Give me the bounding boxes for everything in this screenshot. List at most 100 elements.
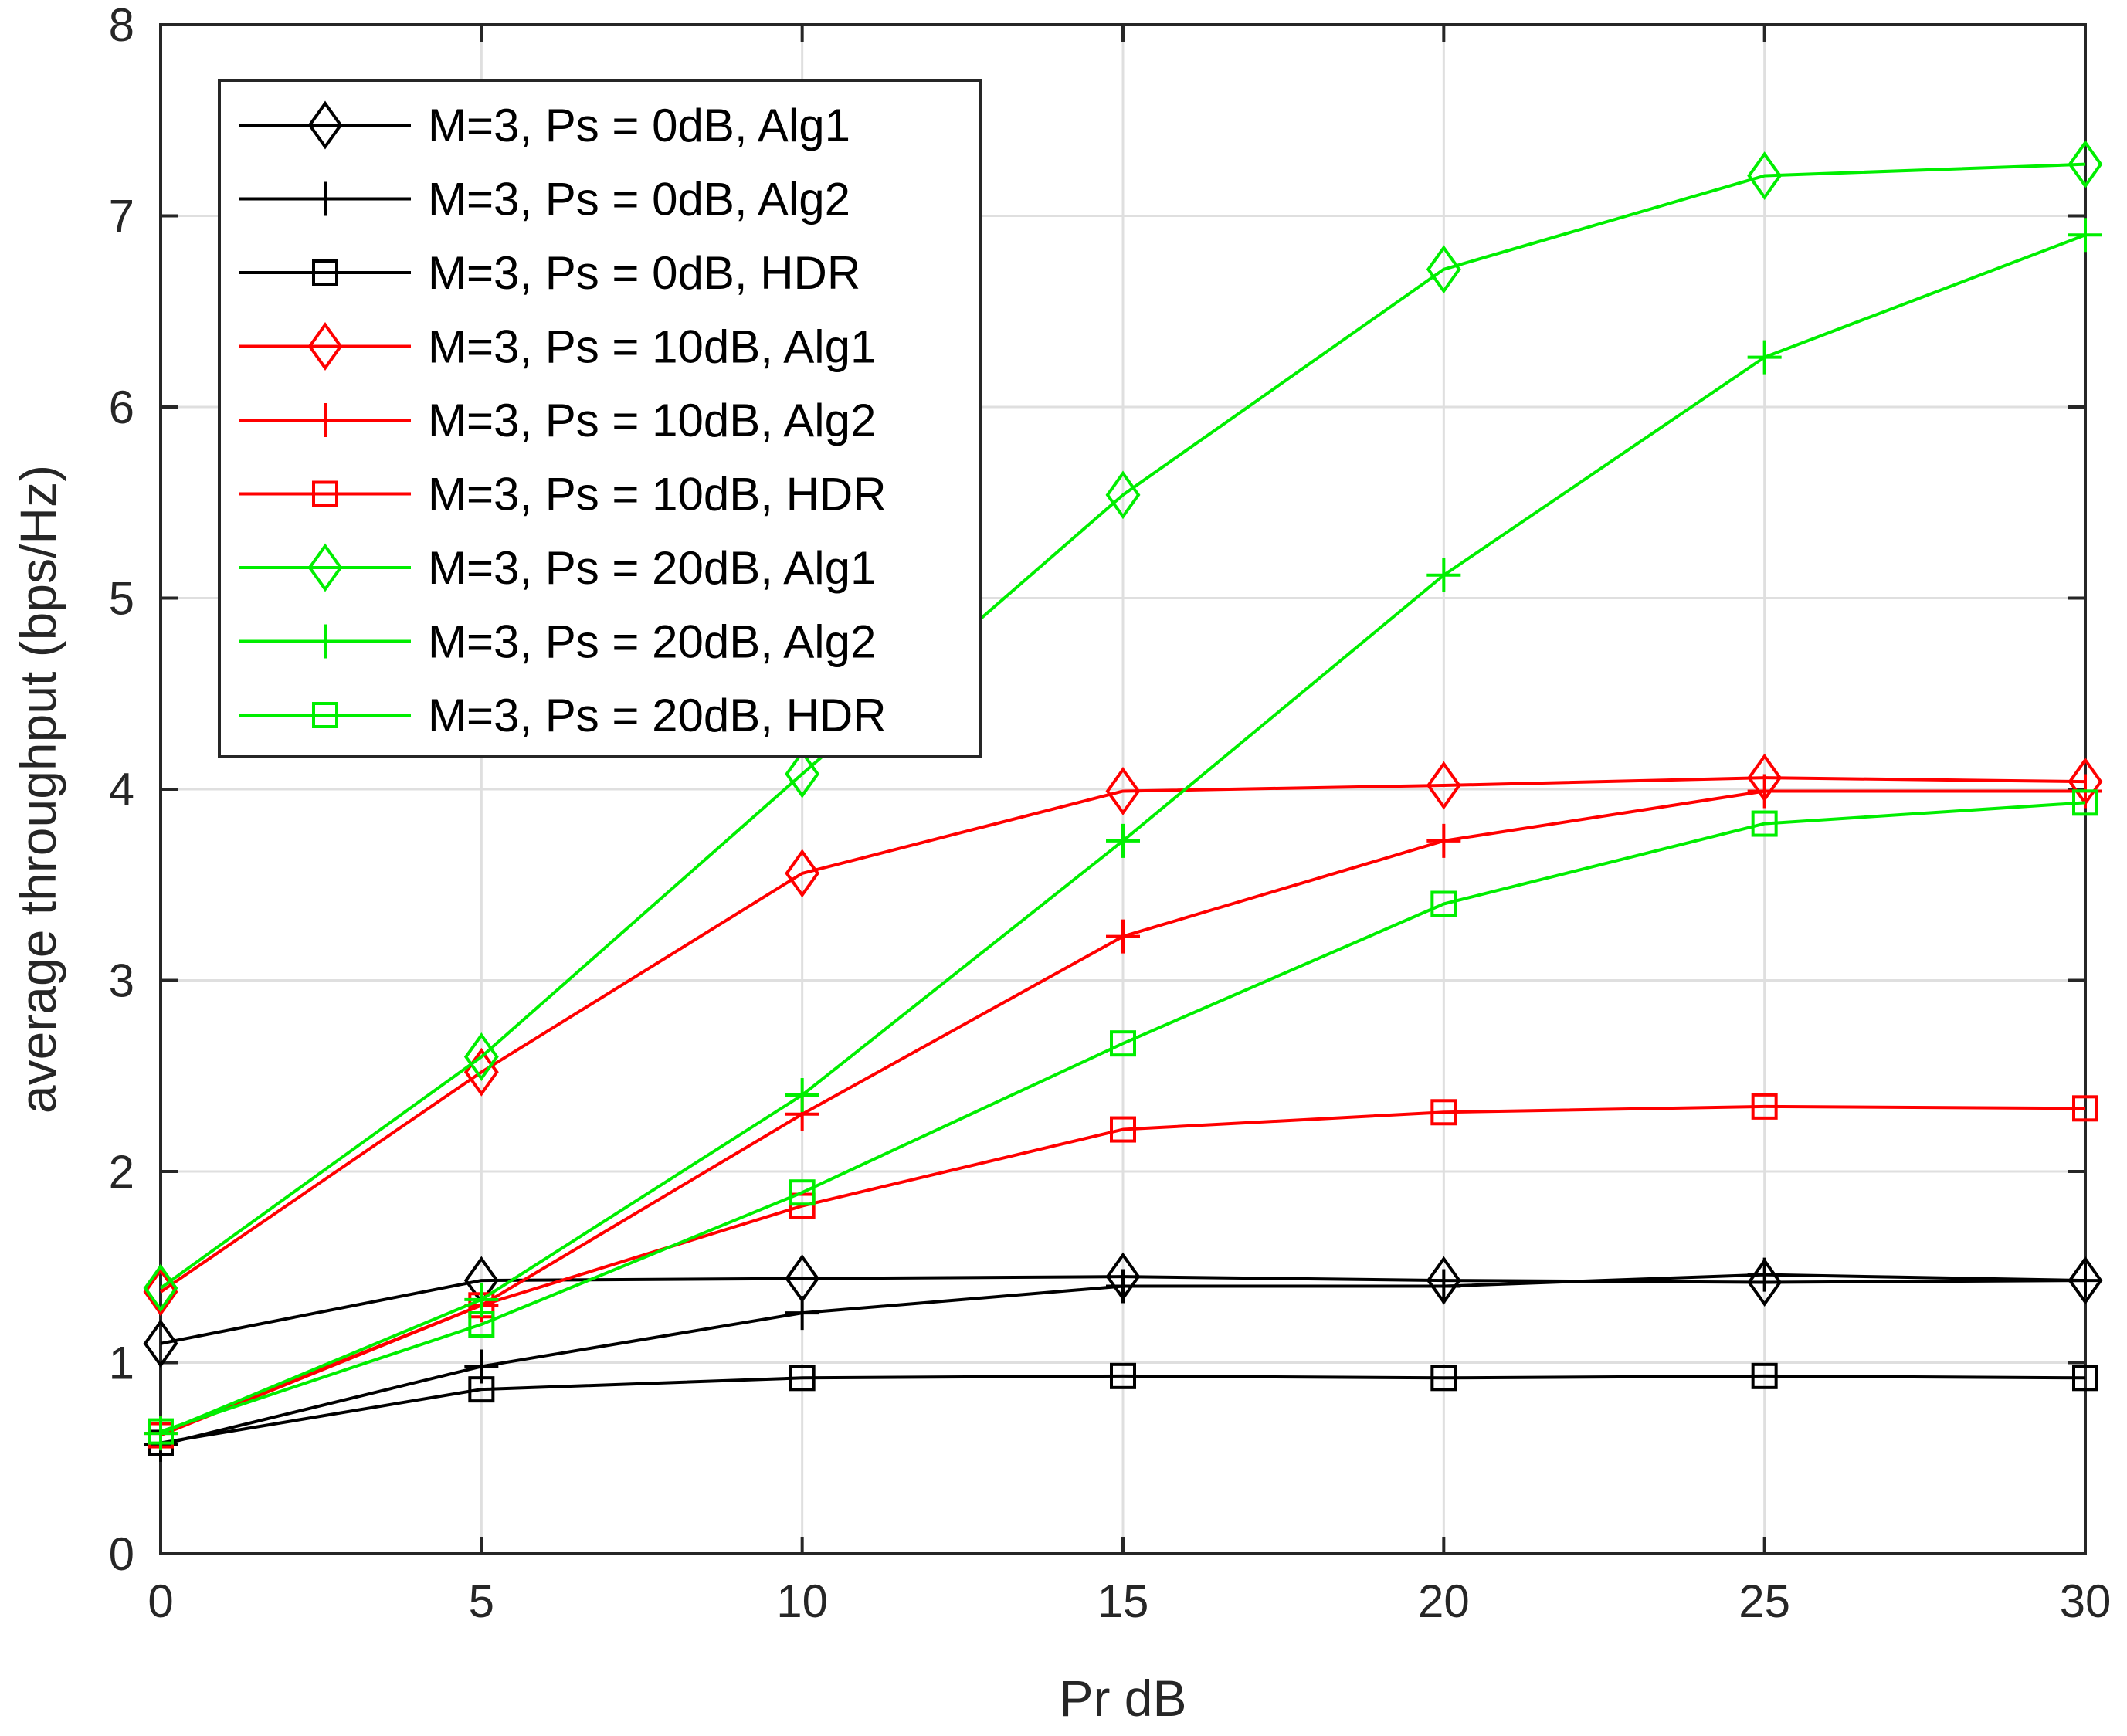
axis-ticks: 0 5 10 15 20 25 30 0 1 2 3 4 5 6 7 8 [109, 0, 2112, 1627]
data-point-plus [1106, 823, 1140, 858]
legend-label: M=3, Ps = 10dB, HDR [428, 469, 887, 520]
series-layer [143, 140, 2103, 1462]
series-line [159, 162, 2086, 1290]
data-point-square [789, 1179, 816, 1206]
y-tick-label: 5 [109, 573, 134, 625]
legend-item: M=3, Ps = 20dB, Alg1 [239, 542, 876, 594]
y-tick-label: 0 [109, 1528, 134, 1580]
data-point-diamond [463, 1032, 499, 1081]
legend-label: M=3, Ps = 10dB, Alg1 [428, 321, 876, 373]
legend-item: M=3, Ps = 20dB, Alg2 [239, 616, 876, 668]
x-tick-label: 15 [1097, 1575, 1149, 1627]
x-tick-label: 0 [148, 1575, 173, 1627]
y-tick-label: 4 [109, 764, 134, 815]
legend-item: M=3, Ps = 10dB, Alg2 [239, 395, 876, 446]
legend: M=3, Ps = 0dB, Alg1 M=3, Ps = 0dB, Alg2 M=… [218, 79, 982, 758]
data-point-plus [1747, 1257, 1782, 1292]
series-9 [148, 789, 2098, 1445]
data-point-square [1430, 1365, 1457, 1392]
data-point-square [148, 1418, 174, 1445]
data-point-plus [464, 1282, 499, 1317]
data-point-plus [1426, 823, 1461, 858]
legend-item: M=3, Ps = 0dB, Alg1 [239, 100, 850, 151]
legend-item: M=3, Ps = 10dB, HDR [239, 469, 887, 520]
data-point-square [2072, 1365, 2098, 1392]
data-point-plus [1747, 774, 1782, 809]
data-point-square [1430, 1099, 1457, 1126]
data-point-diamond [1105, 470, 1141, 520]
legend-marker-diamond [307, 543, 343, 592]
legend-item: M=3, Ps = 0dB, Alg2 [239, 174, 850, 225]
data-point-plus [1747, 340, 1782, 375]
legend-label: M=3, Ps = 10dB, Alg2 [428, 395, 876, 446]
data-point-diamond [2068, 140, 2103, 189]
series-line [160, 801, 2086, 1433]
data-point-square [468, 1311, 495, 1338]
x-tick-label: 5 [469, 1575, 494, 1627]
y-tick-label: 3 [109, 955, 134, 1007]
data-point-diamond [1747, 151, 1783, 200]
data-point-plus [785, 1078, 819, 1112]
data-point-square [1430, 890, 1457, 917]
data-point-plus [1106, 1269, 1140, 1304]
data-point-diamond [2068, 1256, 2103, 1305]
legend-label: M=3, Ps = 20dB, HDR [428, 690, 887, 741]
data-point-plus [2068, 218, 2102, 253]
legend-label: M=3, Ps = 0dB, Alg2 [428, 174, 850, 225]
legend-item: M=3, Ps = 10dB, Alg1 [239, 321, 876, 373]
legend-item: M=3, Ps = 0dB, HDR [239, 247, 860, 299]
data-point-diamond [143, 1319, 178, 1368]
x-tick-label: 25 [1739, 1575, 1790, 1627]
x-axis-title: Pr dB [1059, 1670, 1186, 1727]
data-point-square [468, 1376, 495, 1403]
legend-marker-square [312, 480, 338, 507]
data-point-diamond [1426, 761, 1461, 810]
data-point-square [2072, 789, 2098, 816]
y-tick-label: 8 [109, 0, 134, 51]
data-point-diamond [785, 749, 820, 798]
legend-marker-diamond [307, 322, 343, 371]
data-point-square [1751, 810, 1778, 837]
data-point-square [2072, 1095, 2098, 1122]
data-point-diamond [143, 1267, 178, 1317]
y-tick-label: 7 [109, 191, 134, 242]
legend-label: M=3, Ps = 20dB, Alg2 [428, 616, 876, 668]
series-3 [148, 1362, 2098, 1456]
series-line [160, 1374, 2086, 1445]
data-point-plus [1426, 558, 1461, 592]
legend-label: M=3, Ps = 0dB, HDR [428, 247, 860, 299]
legend-label: M=3, Ps = 0dB, Alg1 [428, 100, 850, 151]
data-point-plus [1426, 1269, 1461, 1304]
y-tick-label: 1 [109, 1338, 134, 1389]
data-point-square [1110, 1116, 1136, 1143]
x-tick-label: 20 [1418, 1575, 1470, 1627]
legend-marker-plus [308, 403, 342, 437]
data-point-diamond [1105, 767, 1141, 815]
data-point-diamond [785, 849, 820, 898]
legend-marker-square [312, 702, 338, 728]
legend-label: M=3, Ps = 20dB, Alg1 [428, 542, 876, 594]
y-tick-label: 6 [109, 381, 134, 433]
legend-marker-diamond [307, 100, 343, 150]
y-tick-label: 2 [109, 1146, 134, 1198]
data-point-square [1110, 1362, 1136, 1389]
series-8 [144, 218, 2102, 1451]
legend-marker-plus [308, 181, 342, 216]
series-7 [143, 140, 2103, 1313]
data-point-diamond [143, 1263, 178, 1313]
data-point-square [1110, 1030, 1136, 1057]
data-point-plus [2068, 1263, 2102, 1298]
y-axis-title: average throughput (bps/Hz) [9, 465, 66, 1114]
data-point-square [789, 1192, 816, 1219]
data-point-plus [1106, 919, 1140, 954]
x-tick-label: 30 [2060, 1575, 2112, 1627]
legend-marker-square [312, 259, 338, 286]
legend-item: M=3, Ps = 20dB, HDR [239, 690, 887, 741]
data-point-square [1751, 1093, 1778, 1120]
data-point-square [1751, 1362, 1778, 1389]
data-point-plus [785, 1296, 819, 1331]
data-point-square [789, 1365, 816, 1392]
data-point-diamond [1426, 245, 1461, 294]
legend-marker-plus [308, 624, 342, 659]
